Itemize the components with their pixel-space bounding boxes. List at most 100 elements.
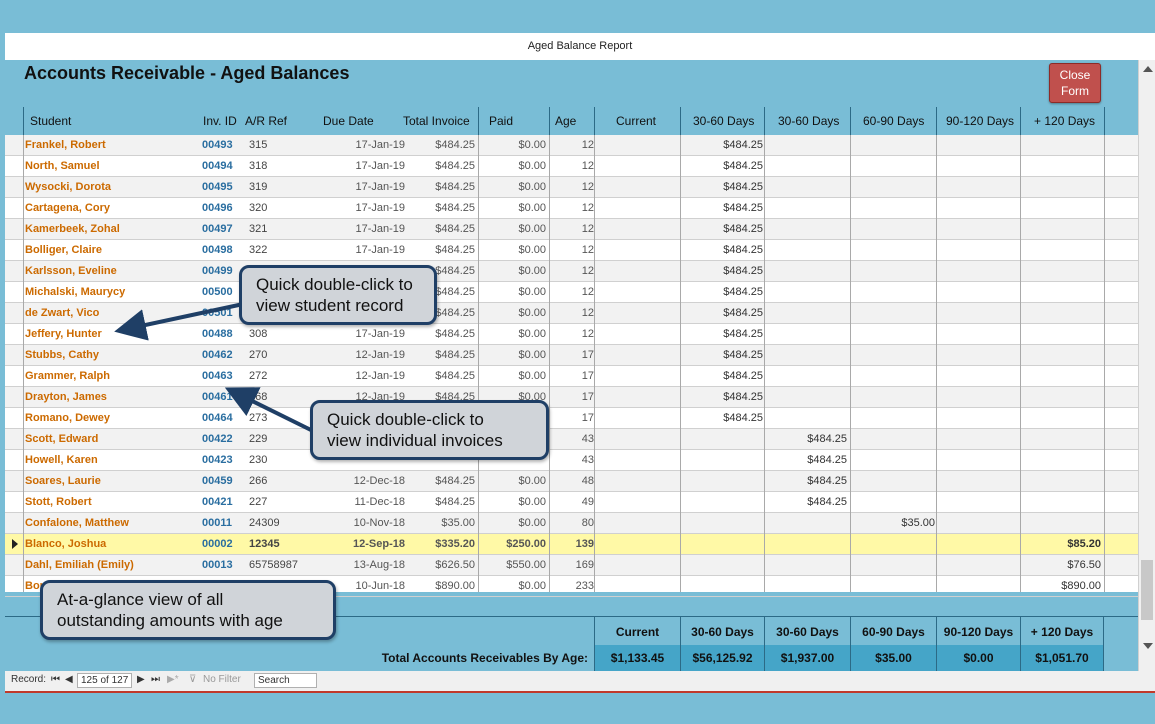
scroll-up-icon[interactable]	[1143, 66, 1153, 72]
vertical-scrollbar[interactable]	[1138, 60, 1155, 671]
col-30-60-b[interactable]: 30-60 Days	[778, 114, 840, 128]
filter-icon[interactable]: ⊽	[189, 674, 197, 685]
invoice-id[interactable]: 00421	[202, 496, 233, 508]
table-row[interactable]: Howell, Karen 00423 230 43 $484.25	[5, 450, 1138, 471]
invoice-id[interactable]: 00501	[202, 307, 233, 319]
invoice-id[interactable]: 00495	[202, 181, 233, 193]
student-name[interactable]: Dahl, Emiliah (Emily)	[25, 559, 134, 571]
table-row[interactable]: Dahl, Emiliah (Emily) 00013 65758987 13-Aug…	[5, 555, 1138, 576]
table-row[interactable]: Wysocki, Dorota 00495 319 17-Jan-19 $484.25 $…	[5, 177, 1138, 198]
ar-ref: 230	[249, 454, 268, 466]
table-row[interactable]: Drayton, James 00461 268 12-Jan-19 $484.25 $0…	[5, 387, 1138, 408]
bucket-120-plus: $890.00	[1061, 580, 1101, 592]
table-row[interactable]: Cartagena, Cory 00496 320 17-Jan-19 $484.25 $…	[5, 198, 1138, 219]
paid-amount: $0.00	[518, 265, 546, 277]
invoice-id[interactable]: 00461	[202, 391, 233, 403]
invoice-id[interactable]: 00011	[202, 517, 232, 529]
col-30-60-a[interactable]: 30-60 Days	[693, 114, 755, 128]
age-days: 139	[575, 538, 594, 550]
invoice-id[interactable]: 00422	[202, 433, 233, 445]
invoice-id[interactable]: 00500	[202, 286, 233, 298]
col-total-invoice[interactable]: Total Invoice	[403, 114, 470, 128]
student-name[interactable]: Frankel, Robert	[25, 139, 106, 151]
report-header: Accounts Receivable - Aged Balances Clos…	[5, 60, 1138, 140]
student-name[interactable]: Romano, Dewey	[25, 412, 110, 424]
student-name[interactable]: Wysocki, Dorota	[25, 181, 111, 193]
invoice-id[interactable]: 00494	[202, 160, 233, 172]
table-row[interactable]: Frankel, Robert 00493 315 17-Jan-19 $484.25 $…	[5, 135, 1138, 156]
invoice-id[interactable]: 00463	[202, 370, 233, 382]
table-row[interactable]: de Zwart, Vico 00501 $484.25 $0.00 12 $484.25	[5, 303, 1138, 324]
next-record-icon[interactable]: ▶	[137, 674, 145, 685]
student-name[interactable]: de Zwart, Vico	[25, 307, 100, 319]
col-age[interactable]: Age	[555, 114, 577, 128]
table-row[interactable]: Romano, Dewey 00464 273 17 $484.25	[5, 408, 1138, 429]
table-row[interactable]: North, Samuel 00494 318 17-Jan-19 $484.25 $0.…	[5, 156, 1138, 177]
student-name[interactable]: Cartagena, Cory	[25, 202, 110, 214]
invoice-id[interactable]: 00462	[202, 349, 233, 361]
col-90-120[interactable]: 90-120 Days	[946, 114, 1015, 128]
student-name[interactable]: North, Samuel	[25, 160, 100, 172]
invoice-id[interactable]: 00488	[202, 328, 233, 340]
new-record-icon[interactable]: ▶*	[167, 674, 179, 685]
student-name[interactable]: Howell, Karen	[25, 454, 98, 466]
student-name[interactable]: Scott, Edward	[25, 433, 99, 445]
col-inv-id[interactable]: Inv. ID	[203, 114, 237, 128]
table-row[interactable]: Michalski, Maurycy 00500 $484.25 $0.00 12 $48…	[5, 282, 1138, 303]
record-selector-icon[interactable]	[12, 539, 18, 549]
table-row[interactable]: Jeffery, Hunter 00488 308 17-Jan-19 $484.25 $…	[5, 324, 1138, 345]
invoice-id[interactable]: 00496	[202, 202, 233, 214]
first-record-icon[interactable]: ⏮	[51, 674, 60, 685]
student-name[interactable]: Karlsson, Eveline	[25, 265, 117, 277]
record-position-input[interactable]: 125 of 127	[77, 673, 133, 688]
invoice-id[interactable]: 00498	[202, 244, 233, 256]
scroll-thumb[interactable]	[1141, 560, 1153, 620]
paid-amount: $0.00	[518, 349, 546, 361]
search-input[interactable]: Search	[254, 673, 317, 688]
table-row[interactable]: Blanco, Joshua 00002 12345 12-Sep-18 $335.20…	[5, 534, 1138, 555]
invoice-id[interactable]: 00497	[202, 223, 233, 235]
scroll-down-icon[interactable]	[1143, 643, 1153, 649]
invoice-id[interactable]: 00493	[202, 139, 233, 151]
bucket-60-90	[855, 471, 935, 491]
col-due-date[interactable]: Due Date	[323, 114, 374, 128]
age-days: 12	[581, 139, 594, 151]
student-name[interactable]: Stubbs, Cathy	[25, 349, 99, 361]
table-row[interactable]: Kamerbeek, Zohal 00497 321 17-Jan-19 $484.25…	[5, 219, 1138, 240]
student-name[interactable]: Stott, Robert	[25, 496, 92, 508]
col-current[interactable]: Current	[616, 114, 657, 128]
table-row[interactable]: Stubbs, Cathy 00462 270 12-Jan-19 $484.25 $0.…	[5, 345, 1138, 366]
student-name[interactable]: Drayton, James	[25, 391, 107, 403]
invoice-id[interactable]: 00459	[202, 475, 233, 487]
student-name[interactable]: Bolliger, Claire	[25, 244, 103, 256]
student-name[interactable]: Confalone, Matthew	[25, 517, 129, 529]
aged-balance-table: Frankel, Robert 00493 315 17-Jan-19 $484.25 $…	[5, 135, 1138, 597]
invoice-id[interactable]: 00499	[202, 265, 233, 277]
col-paid[interactable]: Paid	[489, 114, 514, 128]
table-row[interactable]: Grammer, Ralph 00463 272 12-Jan-19 $484.25 $0…	[5, 366, 1138, 387]
table-row[interactable]: Karlsson, Eveline 00499 $484.25 $0.00 12 $484…	[5, 261, 1138, 282]
table-row[interactable]: Scott, Edward 00422 229 43 $484.25	[5, 429, 1138, 450]
col-ar-ref[interactable]: A/R Ref	[245, 114, 288, 128]
student-name[interactable]: Blanco, Joshua	[25, 538, 107, 550]
prev-record-icon[interactable]: ◀	[65, 674, 73, 685]
invoice-id[interactable]: 00002	[202, 538, 233, 550]
student-name[interactable]: Michalski, Maurycy	[25, 286, 126, 298]
invoice-id[interactable]: 00464	[202, 412, 233, 424]
student-name[interactable]: Jeffery, Hunter	[25, 328, 102, 340]
table-row[interactable]: Stott, Robert 00421 227 11-Dec-18 $484.25 $0.…	[5, 492, 1138, 513]
col-60-90[interactable]: 60-90 Days	[863, 114, 925, 128]
invoice-id[interactable]: 00013	[202, 559, 233, 571]
close-form-button[interactable]: Close Form	[1049, 63, 1101, 103]
col-student[interactable]: Student	[30, 114, 72, 128]
col-120-plus[interactable]: + 120 Days	[1034, 114, 1096, 128]
table-row[interactable]: Soares, Laurie 00459 266 12-Dec-18 $484.25 $0…	[5, 471, 1138, 492]
invoice-id[interactable]: 00423	[202, 454, 233, 466]
student-name[interactable]: Grammer, Ralph	[25, 370, 110, 382]
student-name[interactable]: Kamerbeek, Zohal	[25, 223, 120, 235]
table-row[interactable]: Confalone, Matthew 00011 24309 10-Nov-18 $35…	[5, 513, 1138, 534]
table-row[interactable]: Bolliger, Claire 00498 322 17-Jan-19 $484.25…	[5, 240, 1138, 261]
no-filter-label[interactable]: No Filter	[203, 674, 241, 685]
last-record-icon[interactable]: ⏭	[151, 674, 160, 685]
student-name[interactable]: Soares, Laurie	[25, 475, 101, 487]
